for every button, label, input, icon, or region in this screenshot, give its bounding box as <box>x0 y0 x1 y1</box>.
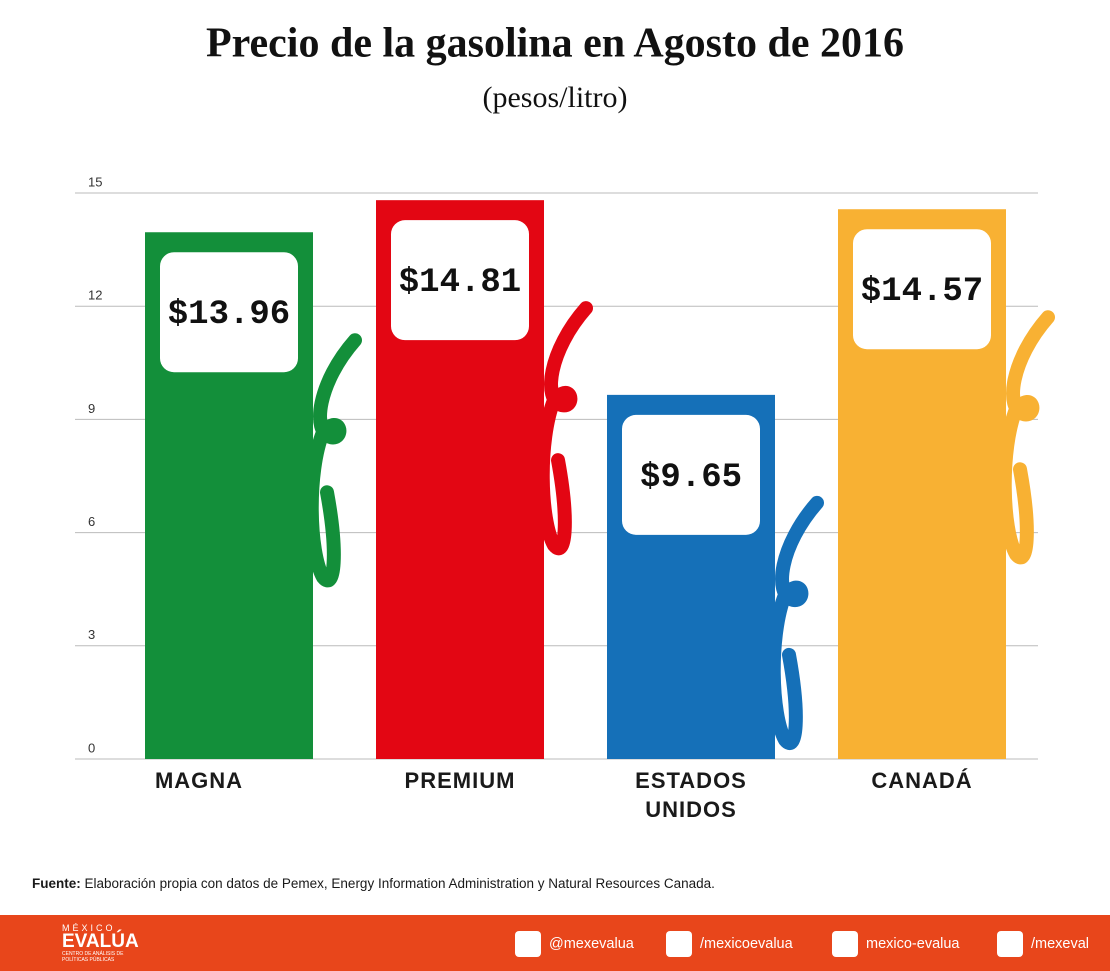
x-tick-label: MAGNA <box>154 768 244 793</box>
y-tick-label: 3 <box>88 627 95 642</box>
source-note: Fuente: Elaboración propia con datos de … <box>32 876 715 891</box>
logo-main: EVALÚA <box>62 931 139 952</box>
logo-sub: CENTRO DE ANÁLISIS DE POLÍTICAS PÚBLICAS <box>62 951 124 963</box>
price-box <box>853 229 991 350</box>
social-handle: mexico-evalua <box>866 936 960 952</box>
social-icon <box>832 931 858 957</box>
chart-subtitle: (pesos/litro) <box>483 81 628 114</box>
social-link[interactable]: mexico-evalua <box>832 931 960 957</box>
price-box <box>622 414 760 535</box>
social-handle: @mexevalua <box>549 936 634 952</box>
value-label: $9.65 <box>640 459 742 497</box>
y-tick-label: 9 <box>88 401 95 416</box>
x-tick-label: PREMIUM <box>404 768 516 793</box>
value-label: $13.96 <box>168 296 290 334</box>
social-link[interactable]: /mexicoevalua <box>666 931 793 957</box>
value-label: $14.81 <box>399 264 521 302</box>
social-icon <box>997 931 1023 957</box>
social-link[interactable]: /mexeval <box>997 931 1089 957</box>
social-icon <box>666 931 692 957</box>
source-text: Elaboración propia con datos de Pemex, E… <box>84 876 715 891</box>
logo-top: MÉXICO <box>62 923 116 933</box>
social-icon <box>515 931 541 957</box>
social-link[interactable]: @mexevalua <box>515 931 634 957</box>
x-tick-label: CANADÁ <box>871 768 973 793</box>
footer: MÉXICO EVALÚA CENTRO DE ANÁLISIS DE POLÍ… <box>0 915 1110 971</box>
hose <box>997 310 1055 565</box>
hose <box>304 333 362 588</box>
y-tick-label: 15 <box>88 174 102 189</box>
y-tick-label: 0 <box>88 740 95 755</box>
social-handle: /mexeval <box>1031 936 1090 952</box>
source-label: Fuente: <box>32 876 81 891</box>
x-tick-label: ESTADOS UNIDOS <box>635 768 747 822</box>
chart-title: Precio de la gasolina en Agosto de 2016 <box>206 21 904 67</box>
hose <box>766 495 824 750</box>
hose <box>535 301 593 556</box>
y-tick-label: 6 <box>88 514 95 529</box>
social-handle: /mexicoevalua <box>700 936 793 952</box>
price-box <box>391 220 529 341</box>
logo: MÉXICO EVALÚA CENTRO DE ANÁLISIS DE POLÍ… <box>20 923 139 963</box>
value-label: $14.57 <box>861 273 983 311</box>
price-box <box>160 252 298 373</box>
y-tick-label: 12 <box>88 288 102 303</box>
